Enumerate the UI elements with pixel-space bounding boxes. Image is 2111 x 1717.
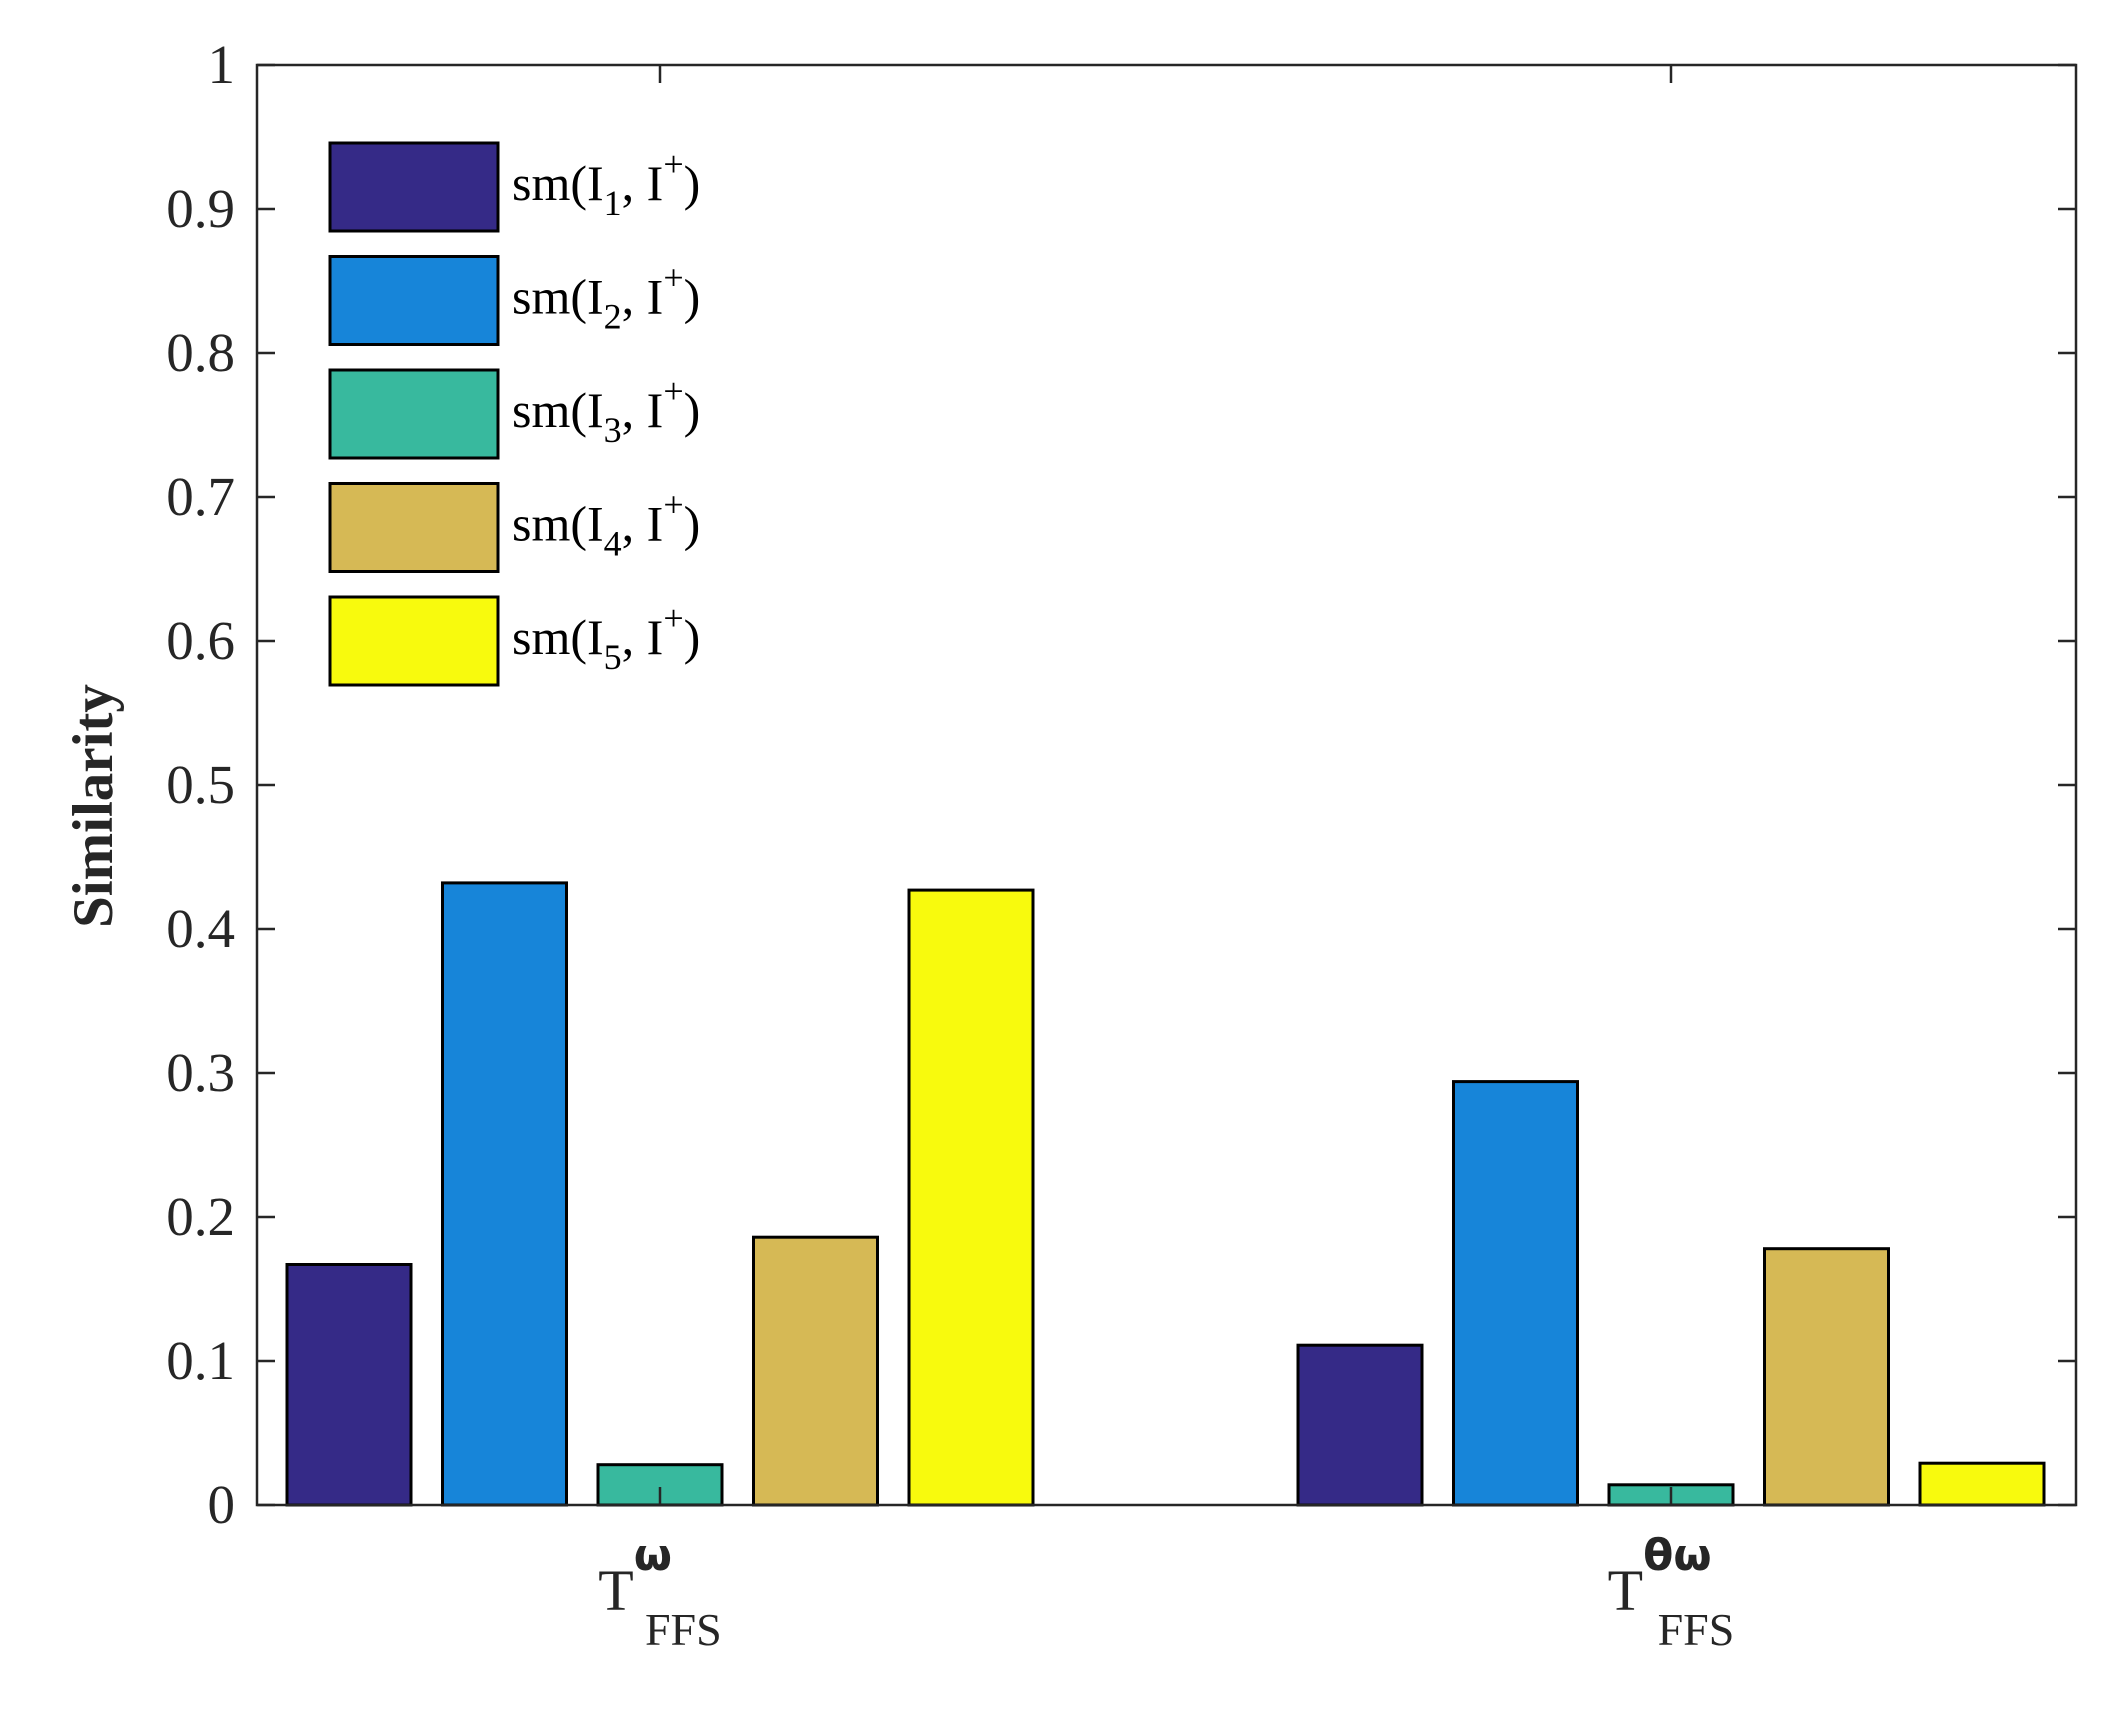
legend-label-2: sm(I2, I+) — [512, 258, 700, 337]
y-tick-label: 0.7 — [166, 466, 235, 527]
y-axis-label: Similarity — [62, 684, 125, 928]
legend-swatch-1 — [328, 141, 500, 233]
legend: sm(I1, I+) sm(I2, I+) sm(I3, I+) sm(I4, I+)… — [328, 141, 700, 687]
legend-label-1: sm(I1, I+) — [512, 144, 700, 223]
bar-series-4-cat-1 — [752, 1235, 879, 1507]
x-category-label: Tθω FFS — [1608, 1530, 1735, 1655]
y-ticks-group: 0 0.1 0.2 0.3 0.4 0.5 0.6 0.7 0.8 0.9 1 — [166, 34, 2076, 1535]
legend-label-4: sm(I4, I+) — [512, 485, 700, 564]
bar-series-1-cat-1 — [285, 1263, 413, 1507]
y-tick-label: 0.6 — [166, 610, 235, 671]
y-tick-label: 0.2 — [166, 1186, 235, 1247]
y-tick-label: 0.5 — [166, 754, 235, 815]
legend-swatch-2 — [328, 255, 500, 346]
y-tick-label: 0.3 — [166, 1042, 235, 1103]
y-tick-label: 0.9 — [166, 178, 235, 239]
x-category-label: Tω FFS — [598, 1530, 721, 1655]
legend-swatch-4 — [328, 482, 500, 573]
bar-series-1-cat-2 — [1296, 1343, 1424, 1507]
legend-swatch-3 — [328, 368, 500, 460]
bar-series-2-cat-2 — [1452, 1080, 1579, 1507]
legend-swatch-5 — [328, 595, 500, 687]
y-tick-label: 0.1 — [166, 1330, 235, 1391]
y-tick-label: 1 — [208, 34, 236, 95]
y-tick-label: 0.4 — [166, 898, 235, 959]
legend-label-3: sm(I3, I+) — [512, 371, 700, 450]
bars-group — [285, 881, 2046, 1507]
x-category-labels: Tω FFS Tθω FFS — [598, 65, 1734, 1655]
bar-series-2-cat-1 — [441, 881, 568, 1507]
bar-series-5-cat-1 — [907, 888, 1035, 1507]
bar-series-4-cat-2 — [1763, 1247, 1890, 1507]
y-tick-label: 0.8 — [166, 322, 235, 383]
bar-series-5-cat-2 — [1918, 1461, 2046, 1507]
legend-label-5: sm(I5, I+) — [512, 598, 700, 677]
y-tick-label: 0 — [208, 1474, 236, 1535]
